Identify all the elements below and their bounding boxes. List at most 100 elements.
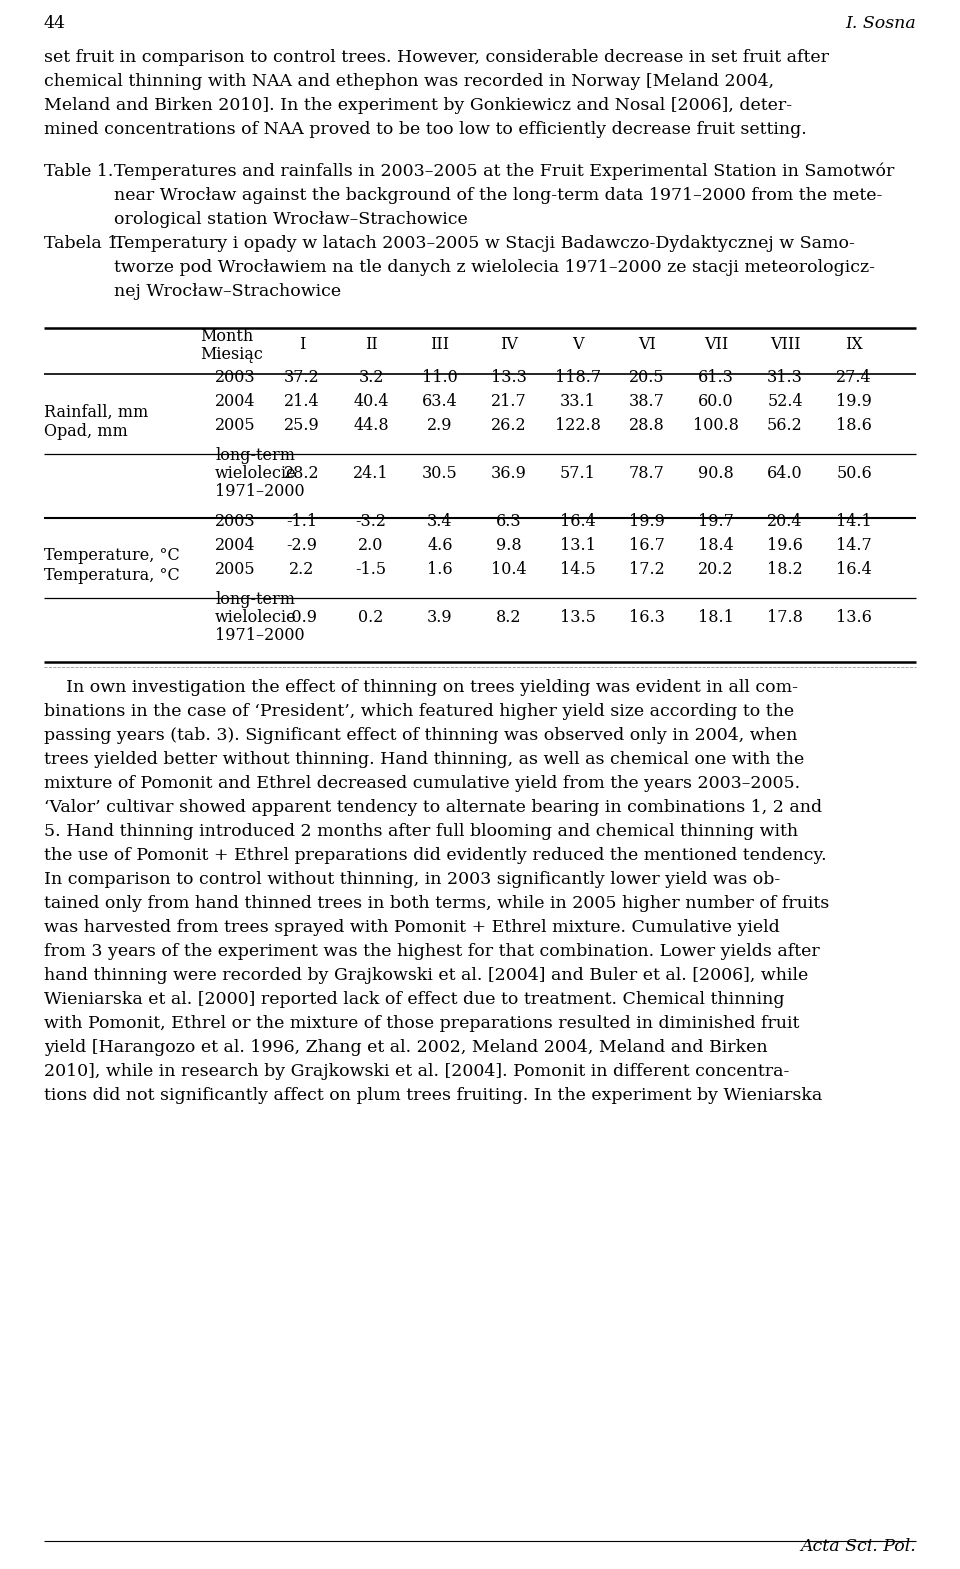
Text: Opad, mm: Opad, mm — [44, 424, 128, 441]
Text: Temperatures and rainfalls in 2003–2005 at the Fruit Experimental Station in Sam: Temperatures and rainfalls in 2003–2005 … — [114, 163, 895, 180]
Text: from 3 years of the experiment was the highest for that combination. Lower yield: from 3 years of the experiment was the h… — [44, 943, 820, 960]
Text: 1971–2000: 1971–2000 — [215, 483, 304, 501]
Text: Rainfall, mm: Rainfall, mm — [44, 403, 148, 420]
Text: I: I — [299, 336, 305, 353]
Text: 30.5: 30.5 — [422, 464, 458, 482]
Text: 6.3: 6.3 — [496, 513, 522, 530]
Text: 33.1: 33.1 — [560, 392, 596, 410]
Text: 14.7: 14.7 — [836, 537, 872, 554]
Text: 24.1: 24.1 — [353, 464, 389, 482]
Text: 28.8: 28.8 — [629, 417, 665, 435]
Text: 78.7: 78.7 — [629, 464, 665, 482]
Text: 13.3: 13.3 — [492, 369, 527, 386]
Text: 2.0: 2.0 — [358, 537, 384, 554]
Text: Miesiąc: Miesiąc — [200, 347, 263, 362]
Text: 19.9: 19.9 — [629, 513, 665, 530]
Text: In comparison to control without thinning, in 2003 significantly lower yield was: In comparison to control without thinnin… — [44, 871, 780, 888]
Text: 0.2: 0.2 — [358, 609, 384, 626]
Text: 44: 44 — [44, 16, 66, 31]
Text: 26.2: 26.2 — [492, 417, 527, 435]
Text: passing years (tab. 3). Significant effect of thinning was observed only in 2004: passing years (tab. 3). Significant effe… — [44, 726, 798, 744]
Text: Month: Month — [200, 328, 253, 345]
Text: 13.1: 13.1 — [560, 537, 596, 554]
Text: 4.6: 4.6 — [427, 537, 453, 554]
Text: near Wrocław against the background of the long-term data 1971–2000 from the met: near Wrocław against the background of t… — [114, 187, 882, 204]
Text: chemical thinning with NAA and ethephon was recorded in Norway [Meland 2004,: chemical thinning with NAA and ethephon … — [44, 74, 774, 89]
Text: 21.7: 21.7 — [492, 392, 527, 410]
Text: 14.5: 14.5 — [560, 562, 596, 577]
Text: 50.6: 50.6 — [836, 464, 872, 482]
Text: 19.9: 19.9 — [836, 392, 872, 410]
Text: 19.6: 19.6 — [767, 537, 803, 554]
Text: orological station Wrocław–Strachowice: orological station Wrocław–Strachowice — [114, 210, 468, 228]
Text: 122.8: 122.8 — [555, 417, 601, 435]
Text: 31.3: 31.3 — [767, 369, 803, 386]
Text: IV: IV — [500, 336, 518, 353]
Text: 16.3: 16.3 — [629, 609, 665, 626]
Text: II: II — [365, 336, 377, 353]
Text: 38.7: 38.7 — [629, 392, 665, 410]
Text: 18.2: 18.2 — [767, 562, 803, 577]
Text: 17.2: 17.2 — [629, 562, 665, 577]
Text: 14.1: 14.1 — [836, 513, 872, 530]
Text: -3.2: -3.2 — [355, 513, 387, 530]
Text: -1.5: -1.5 — [355, 562, 387, 577]
Text: 2005: 2005 — [215, 562, 255, 577]
Text: Temperature, °C: Temperature, °C — [44, 548, 180, 565]
Text: nej Wrocław–Strachowice: nej Wrocław–Strachowice — [114, 282, 341, 300]
Text: mined concentrations of NAA proved to be too low to efficiently decrease fruit s: mined concentrations of NAA proved to be… — [44, 121, 806, 138]
Text: 16.4: 16.4 — [560, 513, 596, 530]
Text: 52.4: 52.4 — [767, 392, 803, 410]
Text: 8.2: 8.2 — [496, 609, 521, 626]
Text: 20.5: 20.5 — [629, 369, 665, 386]
Text: trees yielded better without thinning. Hand thinning, as well as chemical one wi: trees yielded better without thinning. H… — [44, 752, 804, 767]
Text: In own investigation the effect of thinning on trees yielding was evident in all: In own investigation the effect of thinn… — [44, 679, 798, 697]
Text: 20.4: 20.4 — [767, 513, 803, 530]
Text: Wieniarska et al. [2000] reported lack of effect due to treatment. Chemical thin: Wieniarska et al. [2000] reported lack o… — [44, 992, 784, 1007]
Text: tworze pod Wrocławiem na tle danych z wielolecia 1971–2000 ze stacji meteorologi: tworze pod Wrocławiem na tle danych z wi… — [114, 259, 875, 276]
Text: ‘Valor’ cultivar showed apparent tendency to alternate bearing in combinations 1: ‘Valor’ cultivar showed apparent tendenc… — [44, 799, 822, 816]
Text: 3.9: 3.9 — [427, 609, 453, 626]
Text: VII: VII — [704, 336, 728, 353]
Text: 10.4: 10.4 — [492, 562, 527, 577]
Text: wielolecie: wielolecie — [215, 464, 297, 482]
Text: -0.9: -0.9 — [286, 609, 318, 626]
Text: 20.2: 20.2 — [698, 562, 733, 577]
Text: 64.0: 64.0 — [767, 464, 803, 482]
Text: long-term: long-term — [215, 592, 295, 609]
Text: tained only from hand thinned trees in both terms, while in 2005 higher number o: tained only from hand thinned trees in b… — [44, 894, 829, 912]
Text: Temperatury i opady w latach 2003–2005 w Stacji Badawczo-Dydaktycznej w Samo-: Temperatury i opady w latach 2003–2005 w… — [114, 235, 854, 253]
Text: 2.2: 2.2 — [289, 562, 315, 577]
Text: 57.1: 57.1 — [560, 464, 596, 482]
Text: Tabela 1.: Tabela 1. — [44, 235, 124, 253]
Text: binations in the case of ‘President’, which featured higher yield size according: binations in the case of ‘President’, wh… — [44, 703, 794, 720]
Text: hand thinning were recorded by Grajkowski et al. [2004] and Buler et al. [2006],: hand thinning were recorded by Grajkowsk… — [44, 967, 808, 984]
Text: 3.4: 3.4 — [427, 513, 453, 530]
Text: 2003: 2003 — [215, 369, 255, 386]
Text: 16.7: 16.7 — [629, 537, 665, 554]
Text: the use of Pomonit + Ethrel preparations did evidently reduced the mentioned ten: the use of Pomonit + Ethrel preparations… — [44, 847, 827, 865]
Text: was harvested from trees sprayed with Pomonit + Ethrel mixture. Cumulative yield: was harvested from trees sprayed with Po… — [44, 919, 780, 937]
Text: 60.0: 60.0 — [698, 392, 733, 410]
Text: 2.9: 2.9 — [427, 417, 453, 435]
Text: Meland and Birken 2010]. In the experiment by Gonkiewicz and Nosal [2006], deter: Meland and Birken 2010]. In the experime… — [44, 97, 792, 115]
Text: 61.3: 61.3 — [698, 369, 734, 386]
Text: tions did not significantly affect on plum trees fruiting. In the experiment by : tions did not significantly affect on pl… — [44, 1087, 823, 1105]
Text: 40.4: 40.4 — [353, 392, 389, 410]
Text: 2003: 2003 — [215, 513, 255, 530]
Text: 9.8: 9.8 — [496, 537, 522, 554]
Text: 56.2: 56.2 — [767, 417, 803, 435]
Text: 36.9: 36.9 — [492, 464, 527, 482]
Text: wielolecie: wielolecie — [215, 609, 297, 626]
Text: 17.8: 17.8 — [767, 609, 803, 626]
Text: 118.7: 118.7 — [555, 369, 601, 386]
Text: Acta Sci. Pol.: Acta Sci. Pol. — [801, 1538, 916, 1555]
Text: mixture of Pomonit and Ethrel decreased cumulative yield from the years 2003–200: mixture of Pomonit and Ethrel decreased … — [44, 775, 800, 792]
Text: 25.9: 25.9 — [284, 417, 320, 435]
Text: 18.1: 18.1 — [698, 609, 734, 626]
Text: IX: IX — [845, 336, 863, 353]
Text: 11.0: 11.0 — [422, 369, 458, 386]
Text: 1.6: 1.6 — [427, 562, 453, 577]
Text: 13.6: 13.6 — [836, 609, 872, 626]
Text: 19.7: 19.7 — [698, 513, 734, 530]
